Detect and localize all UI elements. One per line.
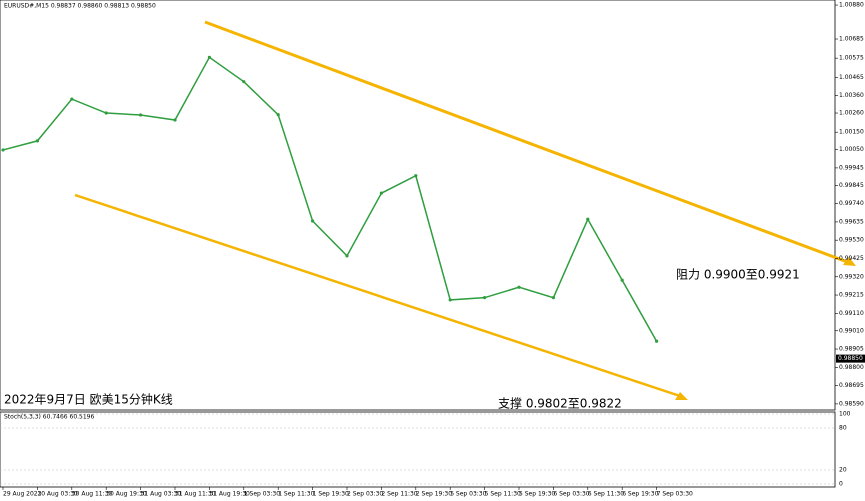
y-tick-label: 100 [839, 411, 851, 418]
price-point [586, 217, 590, 221]
price-point [242, 80, 246, 84]
y-tick-label: 0.98800 [839, 364, 864, 371]
y-tick-label: 1.00465 [839, 74, 864, 81]
price-point [139, 113, 143, 117]
header: EURUSD#,M15 0.98837 0.98860 0.98813 0.98… [4, 3, 156, 10]
arrow [675, 392, 688, 400]
y-tick-label: 0.99740 [839, 200, 864, 207]
price-point [104, 111, 108, 115]
price-line [2, 56, 658, 342]
chart-title: 2022年9月7日 欧美15分钟K线 [4, 392, 173, 407]
y-tick-label: 1.00685 [839, 36, 864, 43]
y-tick-label: 20 [839, 467, 847, 474]
main-panel [0, 0, 836, 411]
y-tick-label: 0.99945 [839, 164, 864, 171]
y-tick-label: 0 [839, 481, 843, 488]
y-tick-label: 0.98590 [839, 400, 864, 407]
price-point [35, 139, 40, 143]
y-tick-label: 0.99635 [839, 218, 864, 225]
price-point [517, 285, 521, 289]
y-tick-label: 0.99010 [839, 327, 864, 334]
x-tick-label: 30 Aug 03:30 [37, 491, 78, 498]
x-tick-label: 5 Sep 03:30 [450, 491, 486, 498]
x-tick-label: 2 Sep 11:30 [381, 491, 417, 498]
x-tick-label: 30 Aug 19:30 [106, 491, 147, 498]
x-tick-label: 2 Sep 03:30 [347, 491, 383, 498]
price-point [655, 339, 659, 343]
y-tick-label: 0.99530 [839, 237, 864, 244]
price-point [345, 254, 349, 258]
y-tick-label: 1.00880 [839, 2, 864, 9]
price-point [276, 113, 280, 117]
x-tick-label: 2 Sep 19:30 [416, 491, 452, 498]
x-tick-label: 6 Sep 11:30 [588, 491, 624, 498]
y-tick-label: 80 [839, 425, 847, 432]
x-tick-label: 1 Sep 19:30 [313, 491, 349, 498]
oscillator-label: Stoch(5,3,3) 60.7466 60.5196 [4, 414, 95, 421]
x-tick-label: 1 Sep 03:30 [244, 491, 280, 498]
annotation: 阻力 0.9900至0.9921 [676, 268, 800, 282]
support-line [74, 193, 681, 398]
price-point [483, 296, 487, 300]
x-tick-label: 29 Aug 2022 [3, 491, 42, 498]
arrow [843, 257, 856, 266]
price-point [379, 191, 383, 195]
price-point [1, 148, 5, 152]
price-point [311, 219, 315, 223]
y-tick-label: 0.99110 [839, 310, 864, 317]
y-tick-label: 1.00050 [839, 146, 864, 153]
oscillator-panel [0, 411, 836, 488]
y-tick-label: 0.98905 [839, 346, 864, 353]
y-tick-label: 1.00260 [839, 110, 864, 117]
y-tick-label: 0.99425 [839, 255, 864, 262]
price-point [70, 97, 74, 101]
y-tick-label: 0.99845 [839, 182, 864, 189]
x-tick-label: 5 Sep 19:30 [519, 491, 555, 498]
y-tick-label: 0.99320 [839, 273, 864, 280]
x-tick-label: 31 Aug 11:30 [175, 491, 216, 498]
x-tick-label: 6 Sep 03:30 [553, 491, 589, 498]
x-tick-label: 30 Aug 11:30 [72, 491, 113, 498]
annotation: 支撑 0.9802至0.9822 [498, 396, 622, 411]
price-point [620, 278, 624, 282]
price-point [414, 174, 418, 178]
last-price-label: 0.98850 [838, 355, 863, 362]
price-point [551, 296, 556, 300]
x-tick-label: 1 Sep 11:30 [278, 491, 314, 498]
x-tick-label: 31 Aug 19:30 [209, 491, 250, 498]
price-point [207, 55, 211, 59]
y-tick-label: 0.99215 [839, 292, 864, 299]
x-tick-label: 5 Sep 11:30 [485, 491, 521, 498]
y-tick-label: 1.00150 [839, 129, 864, 136]
last-price-box [836, 354, 865, 363]
resistance-line [204, 20, 851, 265]
y-tick-label: 0.98695 [839, 382, 864, 389]
y-tick-label: 1.00575 [839, 55, 864, 62]
x-tick-label: 31 Aug 03:30 [141, 491, 182, 498]
x-tick-label: 6 Sep 19:30 [622, 491, 658, 498]
price-point [448, 298, 452, 302]
price-point [173, 118, 177, 122]
y-tick-label: 1.00360 [839, 92, 864, 99]
x-tick-label: 7 Sep 03:30 [657, 491, 693, 498]
